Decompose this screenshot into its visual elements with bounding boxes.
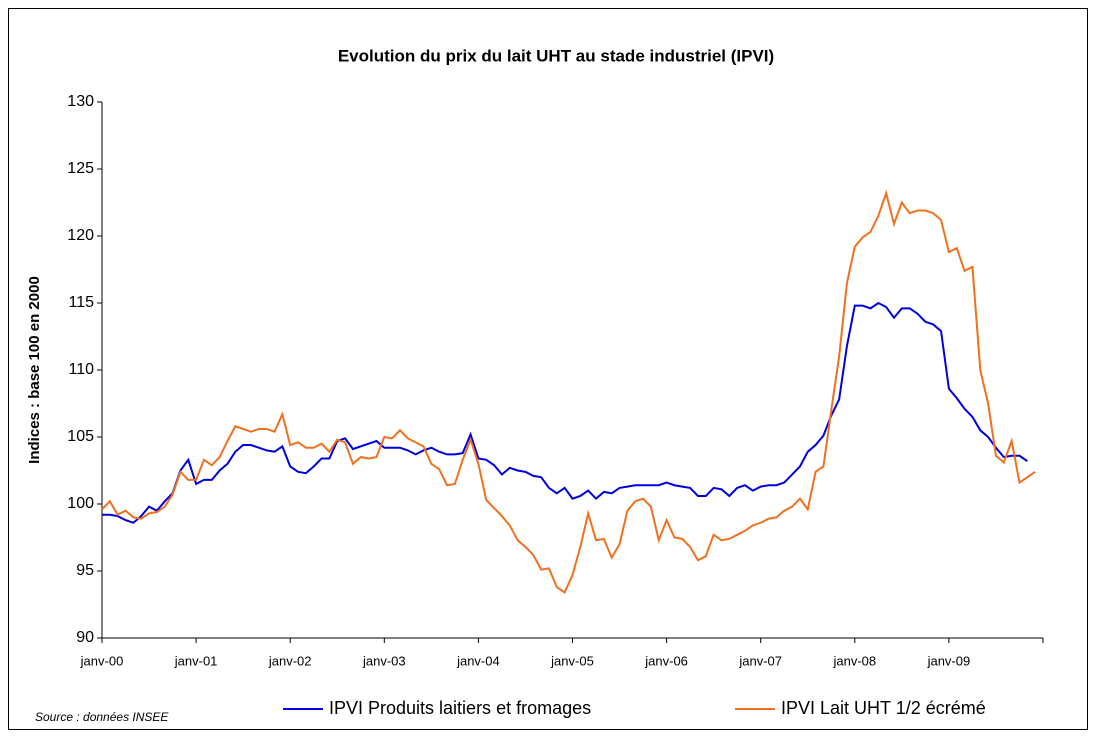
y-axis-label: Indices : base 100 en 2000 xyxy=(26,276,43,464)
chart-frame xyxy=(8,8,1088,730)
y-tick-label: 90 xyxy=(76,629,94,646)
x-tick-label: janv-05 xyxy=(550,653,594,668)
legend-label: IPVI Produits laitiers et fromages xyxy=(329,698,591,718)
x-tick-label: janv-07 xyxy=(738,653,782,668)
y-tick-label: 125 xyxy=(67,160,94,177)
chart-title: Evolution du prix du lait UHT au stade i… xyxy=(338,46,774,65)
source-note: Source : données INSEE xyxy=(35,710,169,724)
y-tick-label: 130 xyxy=(67,93,94,110)
y-tick-label: 110 xyxy=(68,361,94,378)
series-line xyxy=(101,189,1036,594)
x-tick-label: janv-02 xyxy=(268,653,312,668)
x-tick-label: janv-04 xyxy=(456,653,500,668)
y-tick-label: 115 xyxy=(68,294,94,311)
y-tick-label: 120 xyxy=(67,227,94,244)
x-tick-label: janv-01 xyxy=(174,653,218,668)
y-tick-label: 100 xyxy=(67,495,94,512)
y-tick-label: 95 xyxy=(76,562,94,579)
x-tick-label: janv-00 xyxy=(80,653,124,668)
series-line xyxy=(102,301,1028,524)
x-tick-label: janv-06 xyxy=(644,653,688,668)
x-tick-label: janv-03 xyxy=(362,653,406,668)
y-tick-label: 105 xyxy=(67,428,94,445)
legend-label: IPVI Lait UHT 1/2 écrémé xyxy=(781,698,986,718)
x-tick-label: janv-09 xyxy=(927,653,971,668)
x-tick-label: janv-08 xyxy=(832,653,876,668)
